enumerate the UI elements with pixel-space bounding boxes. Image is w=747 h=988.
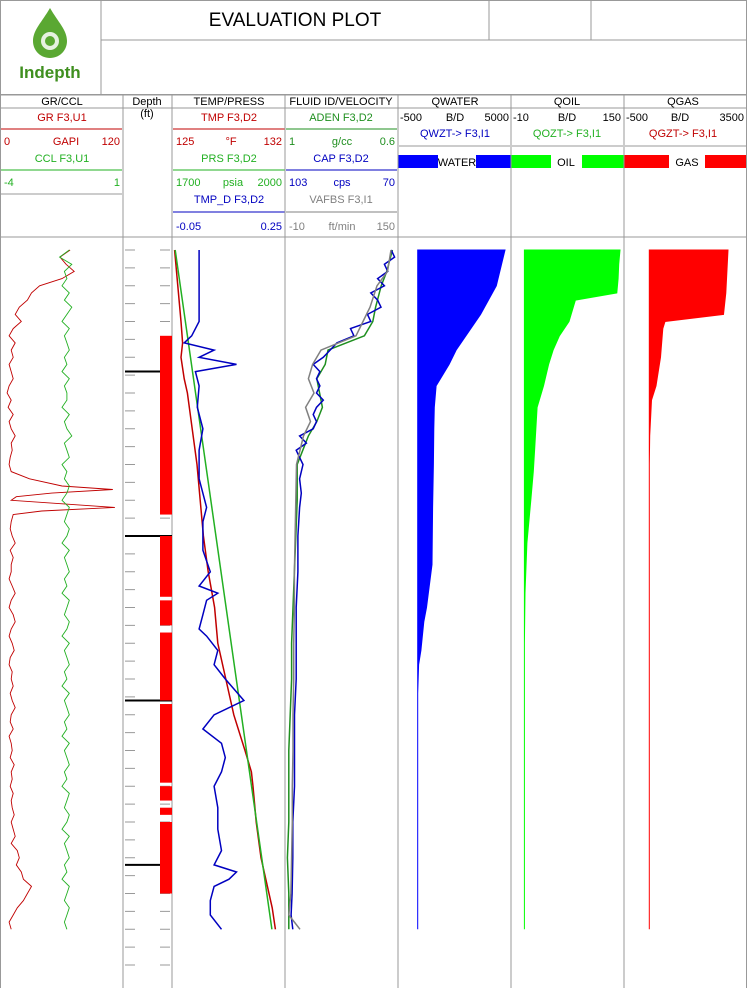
qgas-label: QGZT-> F3,I1 — [649, 128, 717, 140]
track-header-depth: Depth (ft) — [132, 96, 161, 120]
vafbs-min: -10 — [289, 221, 305, 233]
cap-label: CAP F3,D2 — [313, 153, 368, 165]
prs-min: 1700 — [176, 177, 200, 189]
series-aden-line — [286, 249, 394, 930]
tmp-unit: °F — [225, 136, 236, 148]
logo-drop-core — [45, 36, 55, 46]
aden-label: ADEN F3,D2 — [309, 112, 373, 124]
tmp-max: 132 — [264, 136, 282, 148]
tmp-label: TMP F3,D2 — [201, 112, 257, 124]
ccl-min: -4 — [4, 177, 14, 189]
tmpd-max: 0.25 — [261, 221, 282, 233]
series-tmp_d-line — [182, 250, 246, 930]
series-vafbs-line — [288, 249, 392, 930]
flow-rate-fills — [417, 249, 729, 930]
logo: Indepth — [19, 8, 81, 82]
gr-min: 0 — [4, 136, 10, 148]
vafbs-label: VAFBS F3,I1 — [309, 194, 372, 206]
perforation-interval — [160, 425, 172, 469]
aden-min: 1 — [289, 136, 295, 148]
cap-max: 70 — [383, 177, 395, 189]
oil-legend-right — [582, 155, 624, 168]
qgas-min: -500 — [626, 112, 648, 124]
track-header-qwater: QWATER -500 B/D 5000 QWZT-> F3,I1 WATER — [398, 96, 511, 169]
perforation-interval — [160, 632, 172, 701]
perforation-interval — [160, 807, 172, 815]
qoil-min: -10 — [513, 112, 529, 124]
aden-max: 0.6 — [380, 136, 395, 148]
water-legend-label: WATER — [438, 157, 477, 169]
vafbs-max: 150 — [377, 221, 395, 233]
series-cap-line — [290, 249, 396, 930]
perforation-interval — [160, 536, 172, 597]
aden-unit: g/cc — [332, 136, 353, 148]
track-title-fluid: FLUID ID/VELOCITY — [289, 96, 393, 108]
track-title-qwater: QWATER — [431, 96, 478, 108]
prs-label: PRS F3,D2 — [201, 153, 257, 165]
track-header-fluid: FLUID ID/VELOCITY ADEN F3,D2 1 g/cc 0.6 … — [286, 96, 397, 233]
depth-unit: (ft) — [140, 108, 153, 120]
track-header-qgas: QGAS -500 B/D 3500 QGZT-> F3,I1 GAS — [624, 96, 747, 169]
ccl-max: 1 — [114, 177, 120, 189]
series-gas-fill — [648, 249, 729, 930]
tmpd-label: TMP_D F3,D2 — [194, 194, 264, 206]
qwater-unit: B/D — [446, 112, 464, 124]
water-legend-left — [398, 155, 438, 168]
tmpd-min: -0.05 — [176, 221, 201, 233]
track-separators — [0, 95, 747, 988]
gr-unit: GAPI — [53, 136, 79, 148]
qgas-max: 3500 — [720, 112, 744, 124]
gas-legend-label: GAS — [675, 157, 698, 169]
water-legend-right — [476, 155, 511, 168]
gas-legend-left — [624, 155, 669, 168]
perforation-interval — [160, 786, 172, 801]
gas-legend-right — [705, 155, 747, 168]
qoil-label: QOZT-> F3,I1 — [533, 128, 601, 140]
track-title-grccl: GR/CCL — [41, 96, 83, 108]
logo-text: Indepth — [19, 63, 80, 82]
perforations — [160, 335, 172, 894]
oil-legend-label: OIL — [557, 157, 575, 169]
series-water-fill — [417, 249, 506, 930]
ccl-label: CCL F3,U1 — [35, 153, 90, 165]
cap-min: 103 — [289, 177, 307, 189]
cap-unit: cps — [333, 177, 351, 189]
prs-unit: psia — [223, 177, 244, 189]
gr-max: 120 — [102, 136, 120, 148]
qwater-max: 5000 — [485, 112, 509, 124]
track-header-grid — [0, 94, 747, 238]
gr-label: GR F3,U1 — [37, 112, 87, 124]
track-header-grccl: GR/CCL GR F3,U1 0 GAPI 120 CCL F3,U1 -4 … — [0, 96, 122, 195]
track-title-qoil: QOIL — [554, 96, 580, 108]
prs-max: 2000 — [258, 177, 282, 189]
series-gr-line — [6, 249, 115, 930]
qoil-max: 150 — [603, 112, 621, 124]
perforation-interval — [160, 600, 172, 626]
vafbs-unit: ft/min — [329, 221, 356, 233]
series-oil-fill — [523, 249, 621, 930]
qoil-unit: B/D — [558, 112, 576, 124]
oil-legend-left — [511, 155, 551, 168]
depth-title: Depth — [132, 96, 161, 108]
page-title: EVALUATION PLOT — [209, 10, 382, 31]
qgas-unit: B/D — [671, 112, 689, 124]
track-title-qgas: QGAS — [667, 96, 699, 108]
series-ccl-line — [58, 249, 73, 930]
track-header-temppress: TEMP/PRESS TMP F3,D2 125 °F 132 PRS F3,D… — [173, 96, 285, 233]
qwater-min: -500 — [400, 112, 422, 124]
perforation-interval — [160, 704, 172, 783]
log-curves — [6, 249, 396, 930]
series-prs-line — [174, 249, 273, 930]
track-title-temppress: TEMP/PRESS — [194, 96, 265, 108]
tmp-min: 125 — [176, 136, 194, 148]
qwater-label: QWZT-> F3,I1 — [420, 128, 490, 140]
track-header-qoil: QOIL -10 B/D 150 QOZT-> F3,I1 OIL — [511, 96, 624, 169]
perforation-interval — [160, 822, 172, 894]
